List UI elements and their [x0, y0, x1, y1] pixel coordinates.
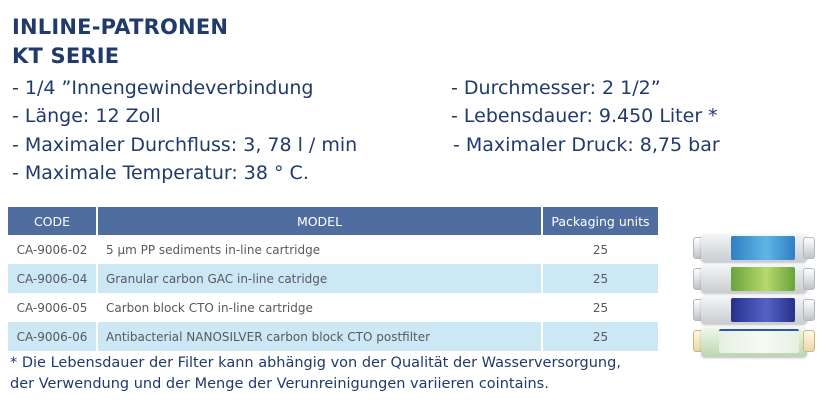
spec-flow: - Maximaler Durchfluss: 3, 78 l / min — [12, 134, 358, 156]
column-header-code: CODE — [8, 207, 98, 235]
cell-code: CA-9006-06 — [8, 322, 98, 351]
page-title: INLINE-PATRONEN — [12, 15, 229, 39]
cell-model: Carbon block CTO in-line cartridge — [97, 293, 543, 322]
column-header-units: Packaging units — [542, 207, 658, 235]
spec-pressure: - Maximaler Druck: 8,75 bar — [453, 134, 720, 156]
table-row: CA-9006-04 Granular carbon GAC in-line c… — [8, 264, 658, 293]
table-header-row: CODE MODEL Packaging units — [8, 207, 658, 235]
cartridge-nanosilver-image — [693, 325, 815, 359]
column-header-model: MODEL — [97, 207, 543, 235]
cell-code: CA-9006-02 — [8, 235, 98, 264]
spec-diameter: - Durchmesser: 2 1/2” — [451, 77, 661, 99]
footnote-line-2: der Verwendung und der Menge der Verunre… — [10, 376, 549, 392]
cell-units: 25 — [542, 322, 658, 351]
cell-model: Antibacterial NANOSILVER carbon block CT… — [97, 322, 543, 351]
spec-lifetime: - Lebensdauer: 9.450 Liter * — [451, 105, 718, 127]
cartridge-sediment-image — [693, 232, 815, 264]
cell-code: CA-9006-04 — [8, 264, 98, 293]
table-row: CA-9006-02 5 µm PP sediments in-line car… — [8, 235, 658, 264]
page-subtitle: KT SERIE — [12, 44, 120, 68]
table-row: CA-9006-05 Carbon block CTO in-line cart… — [8, 293, 658, 322]
cartridge-gac-image — [693, 263, 815, 295]
cartridge-cto-image — [693, 294, 815, 326]
spec-temperature: - Maximale Temperatur: 38 ° C. — [12, 162, 309, 184]
spec-length: - Länge: 12 Zoll — [12, 105, 161, 127]
footnote-line-1: * Die Lebensdauer der Filter kann abhäng… — [10, 355, 621, 371]
cell-code: CA-9006-05 — [8, 293, 98, 322]
product-table: CODE MODEL Packaging units CA-9006-02 5 … — [8, 207, 658, 351]
table-row: CA-9006-06 Antibacterial NANOSILVER carb… — [8, 322, 658, 351]
cell-model: 5 µm PP sediments in-line cartridge — [97, 235, 543, 264]
spec-thread: - 1/4 ”Innengewindeverbindung — [12, 77, 314, 99]
cell-units: 25 — [542, 235, 658, 264]
cell-units: 25 — [542, 264, 658, 293]
cell-model: Granular carbon GAC in-line catridge — [97, 264, 543, 293]
cell-units: 25 — [542, 293, 658, 322]
